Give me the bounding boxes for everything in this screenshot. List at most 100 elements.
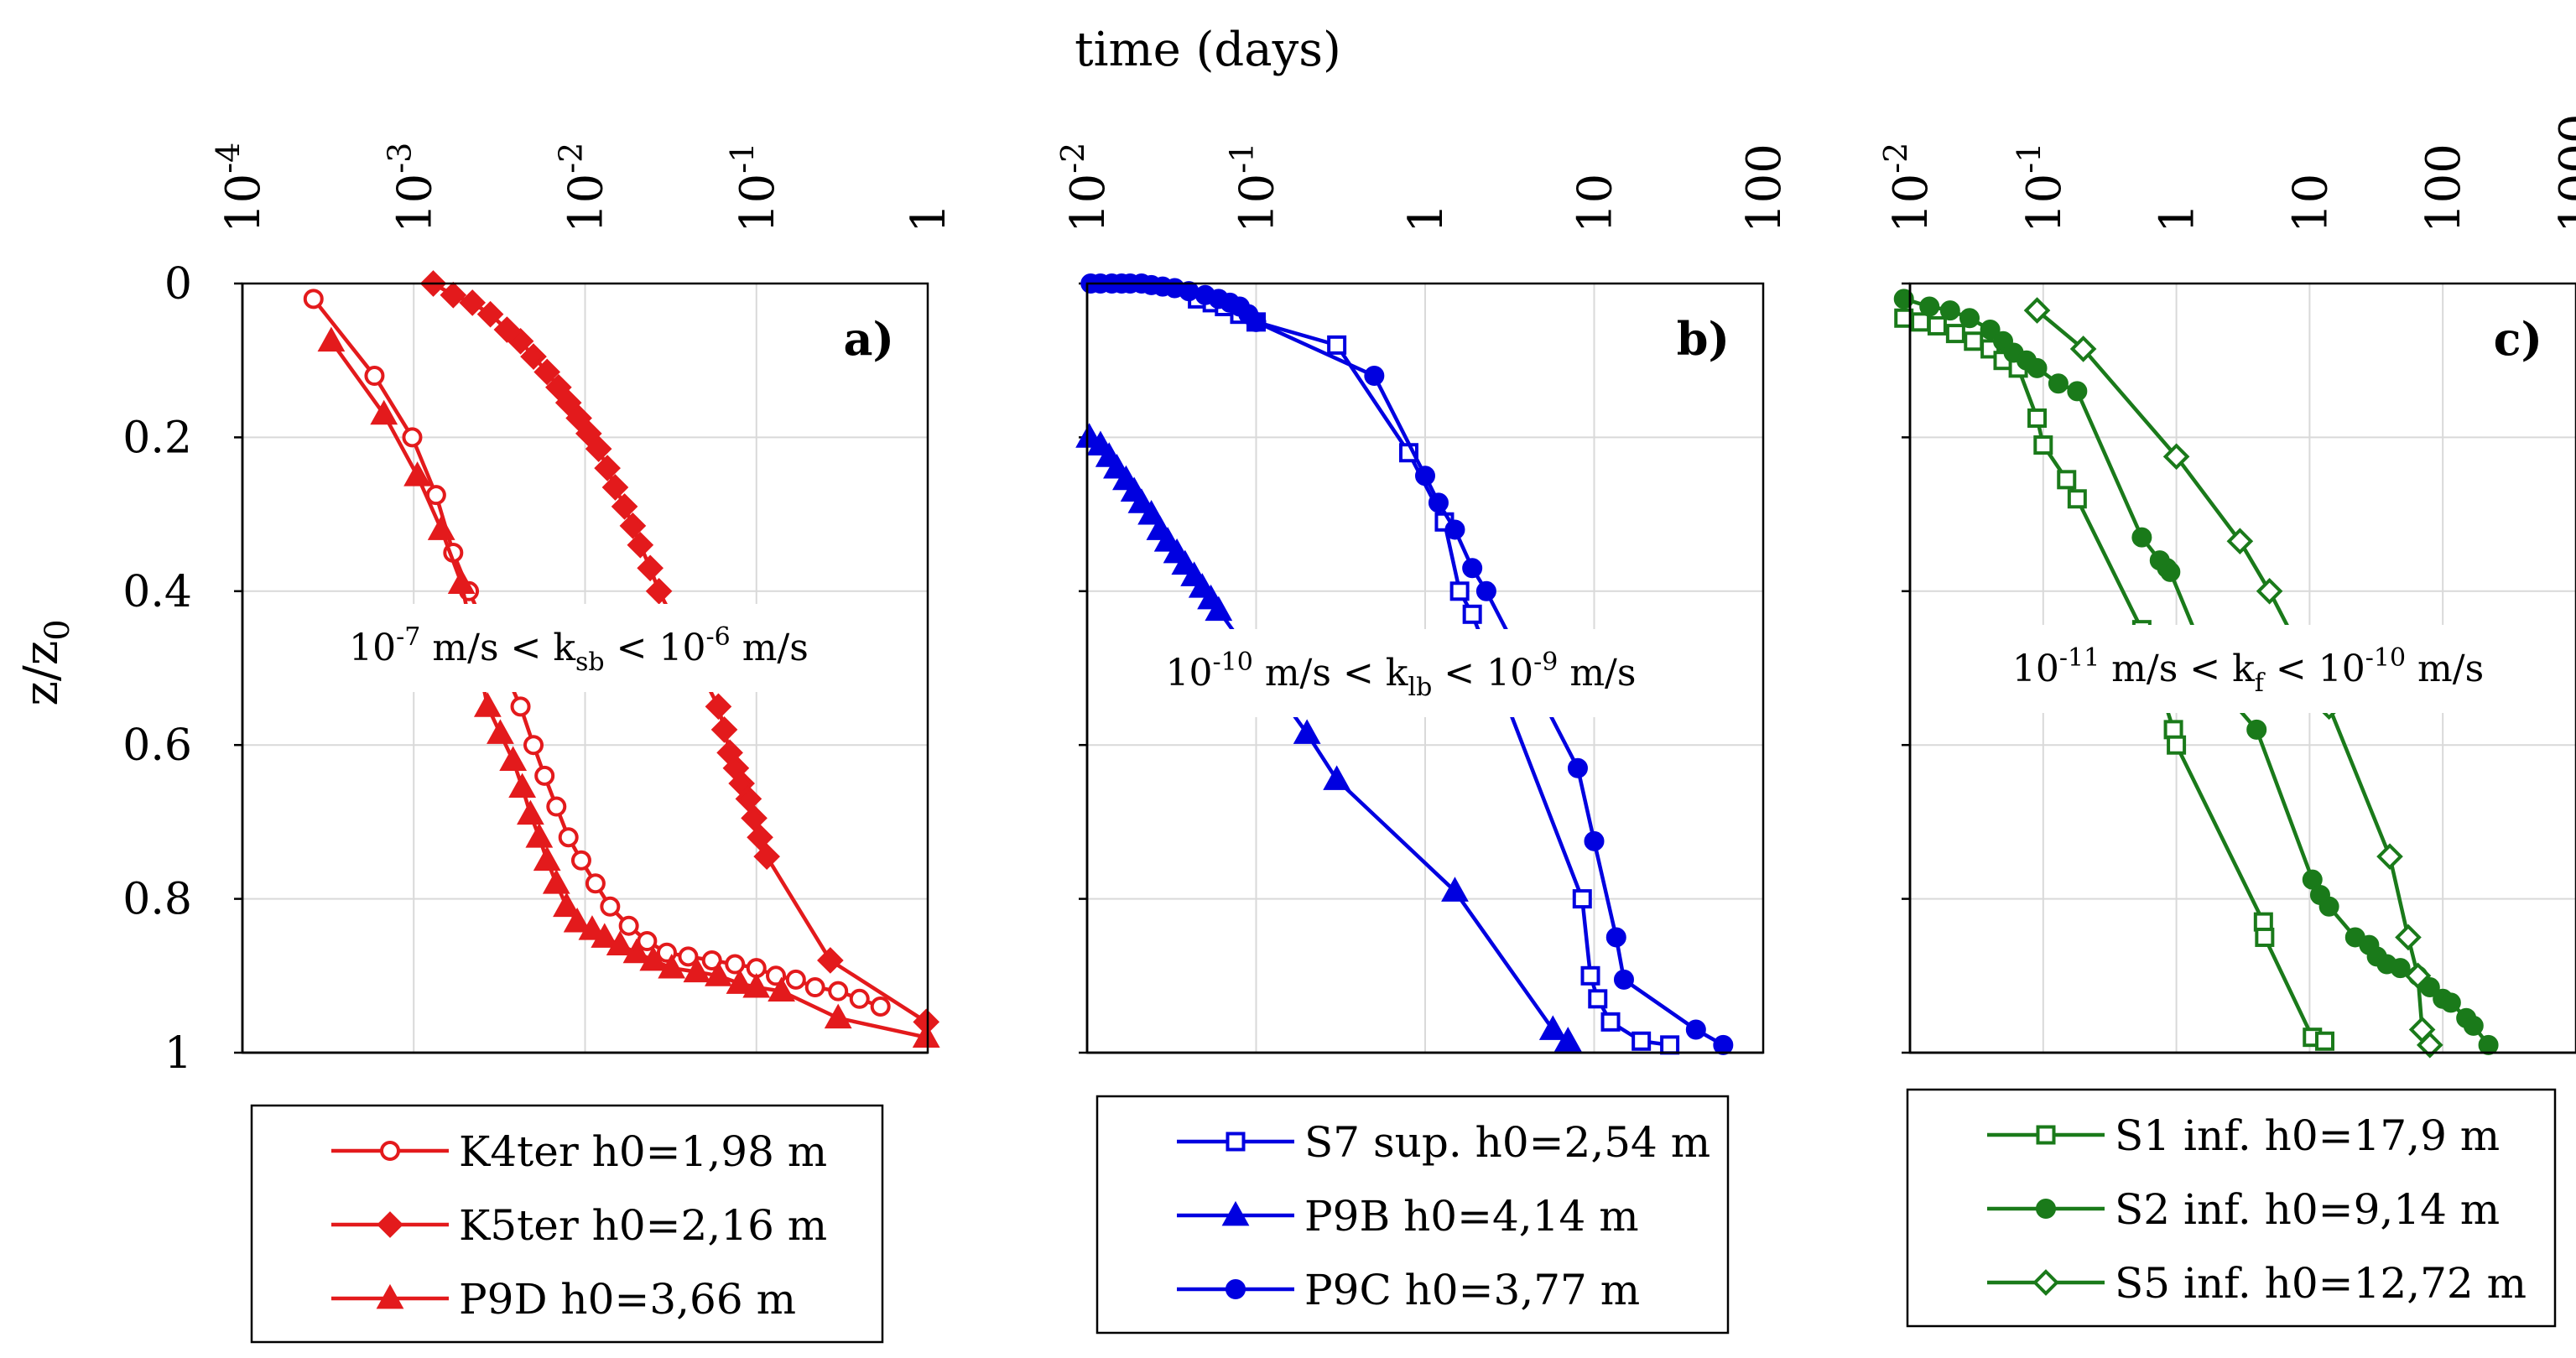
data-point — [370, 399, 398, 425]
data-point — [2246, 719, 2267, 740]
legend-marker — [2036, 1125, 2056, 1145]
data-point — [606, 930, 634, 956]
data-point — [459, 289, 487, 316]
data-point — [1538, 1015, 1567, 1040]
data-point — [2478, 1034, 2499, 1055]
data-point — [1893, 289, 1914, 310]
data-point — [2048, 373, 2069, 394]
data-point — [678, 946, 699, 967]
data-point — [575, 419, 602, 447]
legend-marker — [1221, 1200, 1250, 1226]
legend-entry: K4ter h0=1,98 m — [459, 1127, 827, 1176]
data-point — [2069, 336, 2097, 362]
x-tick-label: 10-1 — [724, 143, 785, 233]
data-point — [1980, 320, 2001, 341]
data-point — [637, 554, 664, 582]
data-point — [554, 389, 582, 416]
data-point — [1919, 296, 1940, 317]
data-point — [499, 746, 528, 771]
data-point — [553, 892, 580, 918]
data-point — [1323, 765, 1351, 790]
data-point — [317, 326, 346, 352]
data-point — [533, 845, 561, 872]
data-point — [507, 327, 534, 355]
data-point — [1441, 877, 1469, 902]
permeability-annotation: 10-7 m/s < ksb < 10-6 m/s — [349, 622, 809, 677]
data-point — [747, 824, 773, 851]
x-tick-label: 10-2 — [553, 143, 614, 233]
data-point — [476, 300, 504, 328]
data-point — [545, 373, 572, 401]
data-point — [622, 938, 651, 964]
data-point — [2390, 958, 2411, 979]
series-2 — [1075, 423, 1582, 1052]
data-point — [440, 281, 467, 309]
data-point — [2023, 297, 2051, 324]
data-point — [493, 316, 521, 343]
legend-entry: S2 inf. h0=9,14 m — [2115, 1185, 2500, 1234]
legend-entry: K5ter h0=2,16 m — [459, 1201, 827, 1250]
data-point — [1553, 1027, 1582, 1052]
data-point — [817, 947, 844, 974]
data-point — [658, 954, 686, 979]
data-point — [565, 404, 592, 432]
data-point — [1584, 830, 1605, 851]
permeability-annotation: 10-11 m/s < kf < 10-10 m/s — [2012, 643, 2484, 698]
data-point — [1462, 604, 1482, 624]
x-tick-label: 100 — [1737, 143, 1792, 233]
data-point — [1444, 519, 1465, 540]
data-point — [1600, 1012, 1621, 1032]
data-point — [741, 804, 768, 832]
data-point — [725, 954, 746, 975]
data-point — [2463, 1015, 2484, 1036]
data-point — [1137, 499, 1166, 525]
data-point — [2302, 869, 2323, 890]
series-2 — [419, 270, 940, 1036]
y-tick-label: 1 — [164, 1028, 192, 1079]
data-point — [1428, 492, 1449, 513]
legend-entry: S7 sup. h0=2,54 m — [1304, 1118, 1710, 1167]
data-point — [427, 515, 455, 540]
data-point — [2318, 896, 2339, 917]
legend-marker — [1226, 1132, 1246, 1152]
y-tick-label: 0.4 — [122, 567, 192, 617]
panel-label: c) — [2494, 312, 2542, 366]
data-point — [1911, 312, 1931, 332]
x-tick-label: 1 — [1399, 203, 1454, 233]
legend-entry: P9C h0=3,77 m — [1304, 1266, 1640, 1314]
data-point — [637, 931, 658, 952]
data-point — [1364, 366, 1385, 387]
panel-1: 0 0.2 0.4 0.6 0.8 1 10-4 10-3 10-2 10-1 1 10-7 m/s … — [122, 143, 956, 1344]
data-point — [1293, 719, 1321, 744]
data-point — [870, 996, 891, 1017]
data-point — [1246, 311, 1267, 332]
legend-marker — [376, 1283, 404, 1309]
x-tick-label: 10-4 — [210, 143, 271, 233]
permeability-annotation: 10-10 m/s < klb < 10-9 m/s — [1166, 648, 1637, 702]
data-point — [1631, 1031, 1652, 1051]
data-point — [600, 896, 621, 917]
data-point — [705, 961, 732, 986]
data-point — [1475, 580, 1496, 601]
data-point — [742, 972, 771, 998]
data-point — [2067, 489, 2087, 509]
data-point — [2395, 924, 2422, 951]
data-point — [558, 827, 579, 848]
data-point — [1660, 1035, 1680, 1055]
panel-label: b) — [1677, 312, 1730, 366]
data-point — [570, 850, 591, 871]
legend-entry: S1 inf. h0=17,9 m — [2115, 1111, 2500, 1160]
data-point — [2376, 843, 2403, 870]
data-point — [2255, 927, 2275, 947]
x-tick-label: 1 — [902, 203, 956, 233]
y-axis-label: z/z0 — [14, 619, 77, 705]
y-tick-label: 0.8 — [122, 875, 192, 925]
x-tick-label: 10 — [1569, 174, 1623, 233]
data-point — [2256, 577, 2283, 605]
legend: S7 sup. h0=2,54 m P9B h0=4,14 m P9C h0=3,7… — [1095, 1095, 1730, 1335]
data-point — [611, 493, 638, 520]
data-point — [828, 981, 849, 1002]
data-point — [619, 513, 647, 539]
data-point — [578, 915, 606, 940]
